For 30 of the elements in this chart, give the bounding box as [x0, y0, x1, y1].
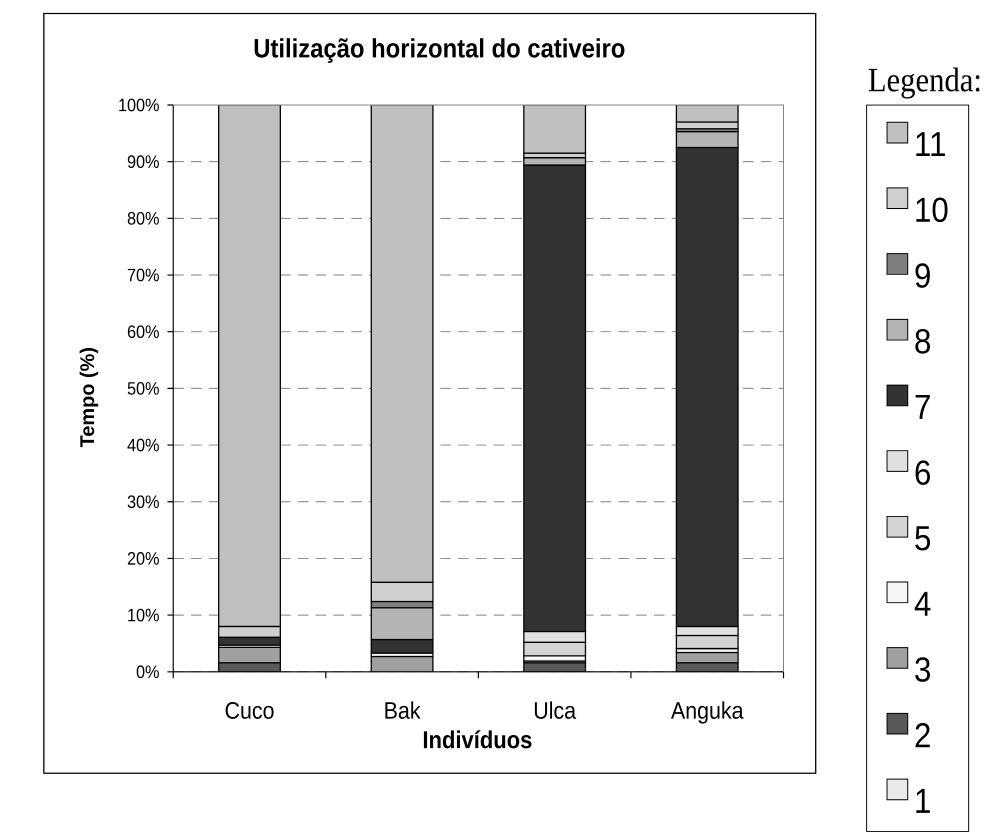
y-tick-label: 20%	[128, 552, 159, 565]
legend-label: 8	[915, 329, 930, 354]
legend-label: 3	[915, 657, 930, 682]
x-tick-label: Ulca	[534, 701, 576, 719]
x-axis-title: Indivíduos	[424, 730, 532, 748]
x-tick-label: Cuco	[226, 702, 274, 719]
y-axis-title: Tempo (%)	[80, 348, 98, 448]
x-tick-label: Bak	[385, 701, 421, 719]
legend-label: 10	[916, 198, 948, 222]
legend-label: 11	[916, 132, 945, 156]
legend-label: 4	[914, 592, 930, 616]
legend-label: 1	[916, 788, 930, 813]
legend-label: 2	[916, 723, 930, 748]
y-tick-label: 50%	[128, 382, 159, 395]
chart-title: Utilização horizontal do cativeiro	[254, 38, 624, 63]
y-tick-label: 10%	[128, 608, 159, 622]
y-tick-label: 100%	[119, 98, 159, 112]
y-tick-label: 30%	[128, 495, 159, 508]
y-tick-label: 40%	[127, 438, 159, 452]
legend-title: Legenda:	[868, 68, 980, 99]
legend-label: 9	[915, 263, 930, 288]
legend-label: 6	[916, 460, 930, 485]
y-tick-label: 90%	[128, 155, 159, 168]
x-tick-label: Anguka	[670, 701, 744, 724]
y-tick-label: 60%	[128, 325, 159, 338]
legend-label: 5	[915, 526, 930, 551]
legend-label: 7	[916, 394, 930, 419]
y-tick-label: 0%	[136, 665, 159, 678]
y-tick-label: 70%	[128, 268, 159, 282]
y-tick-label: 80%	[128, 212, 159, 225]
